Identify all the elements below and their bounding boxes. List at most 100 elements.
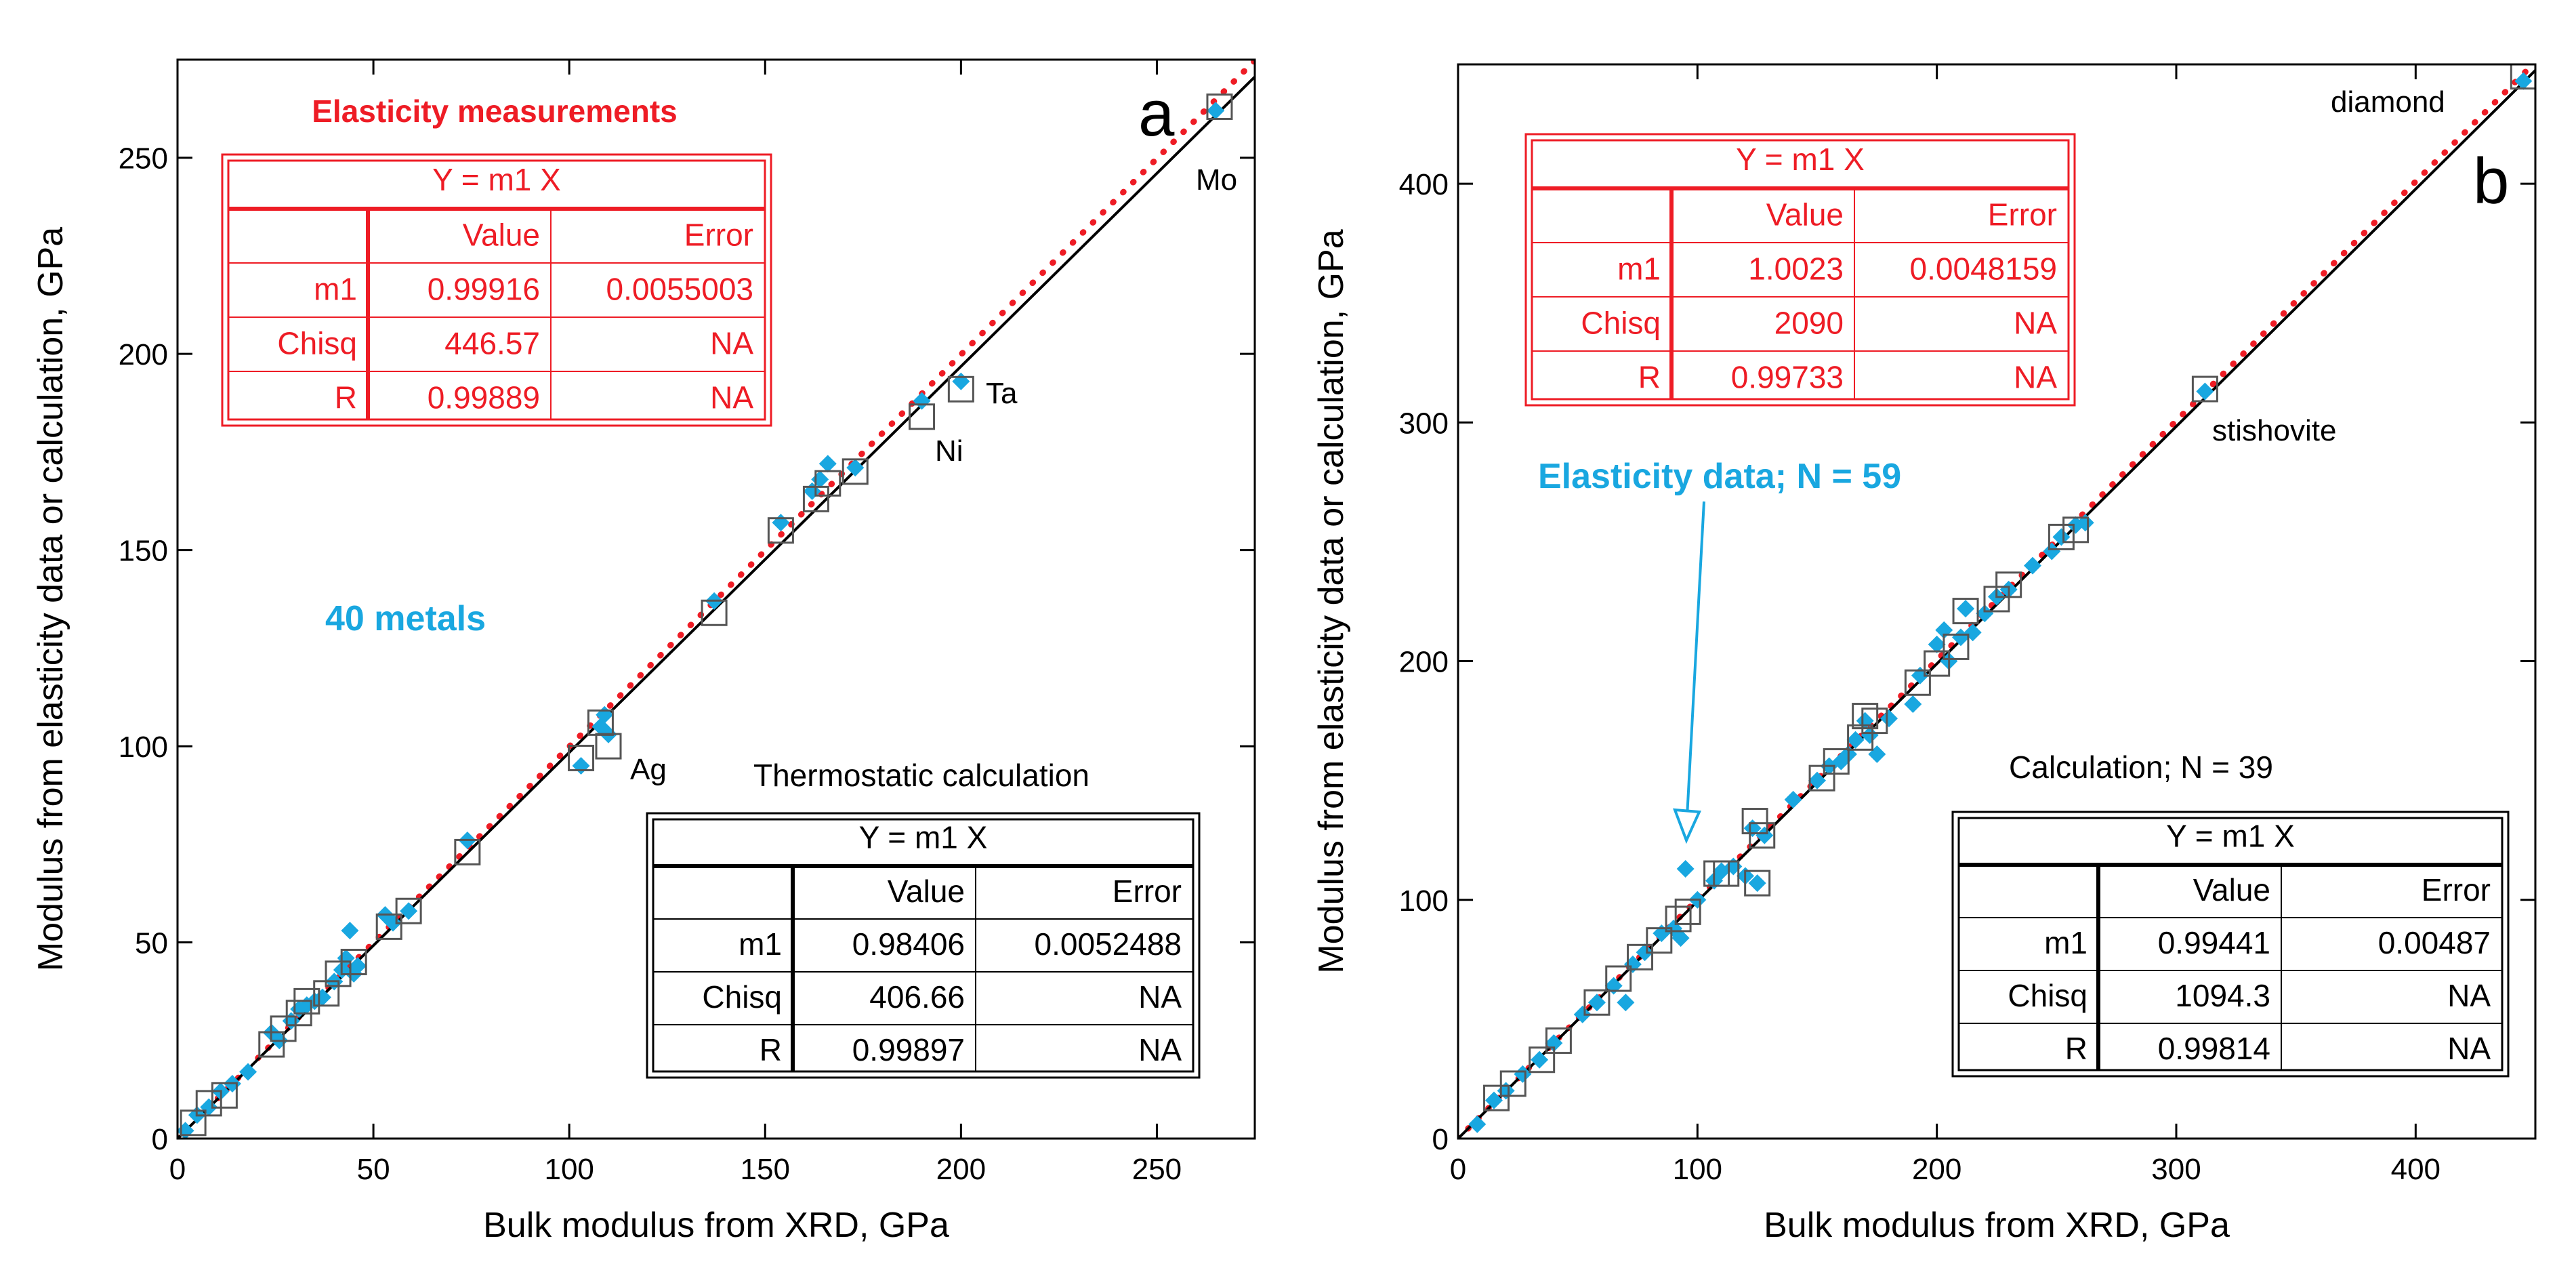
y-tick-label: 250 (119, 142, 168, 176)
data-point-square (1605, 965, 1632, 992)
fit-table-cell: R (335, 380, 357, 415)
data-point-diamond (1207, 102, 1225, 120)
y-tick-label: 200 (119, 338, 168, 371)
data-point-square (1995, 571, 2022, 598)
data-point-square (568, 744, 595, 771)
arrow-head (1673, 808, 1701, 844)
fit-equation: Y = m1 X (859, 819, 988, 855)
data-point-square (454, 838, 481, 865)
y-tick-label: 150 (119, 535, 168, 568)
fit-table-cell: m1 (1617, 251, 1661, 286)
panel-letter: b (2473, 145, 2509, 218)
fit-table-cell: 0.99733 (1731, 359, 1844, 394)
data-point-diamond (1671, 929, 1690, 947)
data-point-square (1499, 1070, 1526, 1097)
fit-table-cell: 0.99814 (2158, 1031, 2270, 1066)
data-point-square (1943, 633, 1970, 660)
point-annotation: Mo (1196, 163, 1237, 197)
point-annotation: Ta (986, 377, 1018, 410)
fit-table: Calculation; N = 39 Y = m1 X Value Error m1 0… (1951, 750, 2510, 1078)
fit-table: Thermostatic calculation Y = m1 X Value Err… (646, 758, 1201, 1079)
data-point-square (2510, 64, 2535, 90)
data-point-square (395, 897, 422, 924)
data-point-square (270, 1015, 297, 1042)
fit-table-inner (227, 159, 766, 421)
x-tick-label: 300 (2151, 1153, 2201, 1186)
fit-table-cell: 0.99441 (2158, 925, 2270, 960)
fit-table-cell: R (760, 1032, 782, 1067)
fit-table-outer (1951, 811, 2510, 1078)
fit-table-title: Thermostatic calculation (753, 758, 1089, 793)
fit-table-outer (646, 812, 1201, 1079)
fit-table-inner (652, 818, 1194, 1073)
data-point-square (1847, 724, 1874, 751)
fit-table-cell: 0.98406 (852, 926, 965, 962)
fit-line-elasticity (1458, 64, 2535, 1139)
data-point-square (1627, 943, 1654, 970)
data-point-square (293, 987, 320, 1015)
data-point-diamond (2196, 382, 2214, 401)
data-point-square (842, 458, 869, 485)
point-annotation: diamond (2331, 85, 2445, 119)
y-axis-title: Modulus from elasticity data or calculat… (1312, 229, 1351, 973)
fit-table-cell: NA (1138, 979, 1182, 1015)
data-point-diamond (1485, 1091, 1503, 1109)
data-point-diamond (1904, 695, 1922, 713)
data-point-square (2191, 375, 2218, 403)
fit-table-outer (221, 153, 772, 427)
point-annotation: Ni (935, 434, 963, 468)
data-point-square (375, 913, 402, 940)
fit-table-cell: NA (2014, 359, 2057, 394)
fit-table-cell: 0.99889 (428, 380, 540, 415)
fit-table-cell: 0.99916 (428, 271, 540, 306)
data-point-square (1583, 989, 1611, 1016)
fit-table-cell: Chisq (702, 979, 782, 1015)
data-point-square (1674, 898, 1701, 925)
fit-table-cell: Value (1766, 197, 1844, 232)
y-tick-label: 300 (1399, 407, 1449, 440)
fit-equation: Y = m1 X (2166, 818, 2295, 853)
series-square (1483, 64, 2535, 1111)
x-tick-label: 150 (741, 1153, 790, 1186)
data-point-diamond (1617, 994, 1635, 1012)
data-point-square (701, 599, 728, 626)
plot-area (178, 60, 1255, 1139)
data-point-diamond (1928, 635, 1946, 653)
fit-table-cell: NA (2447, 1031, 2491, 1066)
y-tick-label: 100 (119, 731, 168, 764)
data-point-diamond (1880, 710, 1898, 728)
data-point-square (1529, 1046, 1556, 1073)
data-point-diamond (1784, 790, 1802, 809)
data-point-square (1646, 927, 1673, 954)
data-point-square (1713, 860, 1740, 887)
data-point-square (1749, 822, 1776, 849)
fit-equation: Y = m1 X (432, 162, 561, 197)
fit-table-cell: NA (710, 325, 753, 361)
y-tick-label: 0 (1432, 1123, 1449, 1156)
data-point-square (1665, 905, 1692, 933)
x-axis-title: Bulk modulus from XRD, GPa (1764, 1206, 2230, 1245)
y-axis-title: Modulus from elasticity data or calculat… (31, 227, 70, 971)
fit-table-cell: Value (463, 217, 540, 252)
data-point-diamond (2514, 72, 2533, 90)
plot-area (1458, 64, 2535, 1139)
chart-panel-a: 0 50 100 150 200 250 0 50 100 150 200 250 Bulk modul… (31, 58, 1256, 1245)
fit-table-cell: Chisq (1581, 305, 1661, 340)
fit-table: Elasticity measurements Y = m1 X Value Erro… (221, 94, 772, 427)
series-label: 40 metals (325, 599, 486, 638)
x-tick-label: 200 (1912, 1153, 1961, 1186)
data-point-diamond (1531, 1050, 1549, 1069)
fit-table-cell: m1 (739, 926, 782, 962)
data-point-square (1545, 1027, 1572, 1055)
series-label: Elasticity data; N = 59 (1538, 457, 1901, 496)
data-point-square (340, 948, 367, 975)
data-point-diamond (1468, 1115, 1487, 1133)
fit-table-cell: Value (888, 874, 965, 909)
fit-equation: Y = m1 X (1736, 142, 1865, 177)
data-point-square (1741, 808, 1768, 835)
data-point-diamond (1957, 600, 1975, 618)
data-point-square (1483, 1084, 1510, 1111)
fit-table-cell: Error (1988, 197, 2057, 232)
data-point-square (767, 517, 794, 544)
